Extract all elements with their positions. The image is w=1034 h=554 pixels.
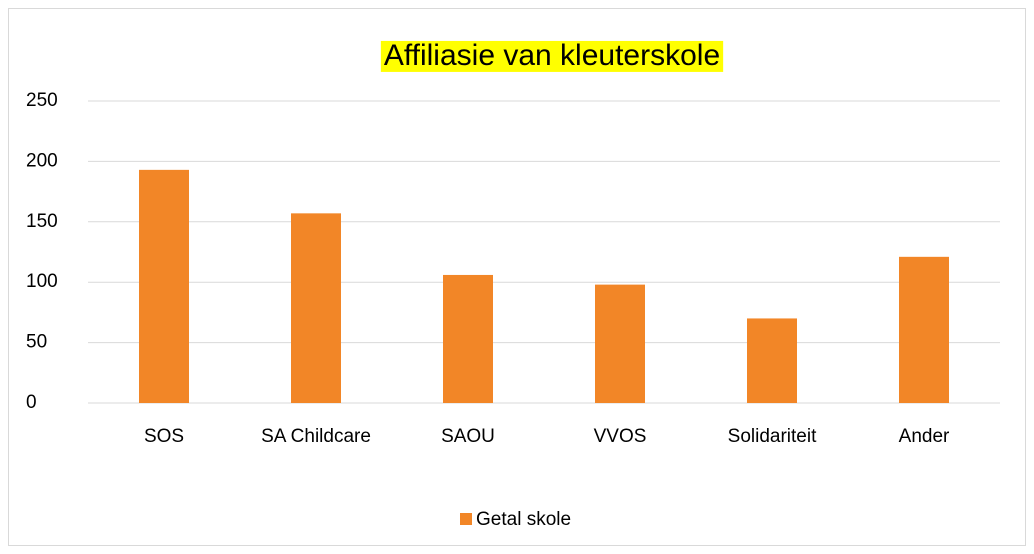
x-tick-label: SAOU: [441, 426, 495, 447]
bar: [139, 169, 189, 403]
chart-title: Affiliasie van kleuterskole: [384, 39, 720, 72]
x-tick-label: VVOS: [594, 426, 647, 447]
x-tick-label: Solidariteit: [728, 426, 817, 447]
legend-swatch: [460, 513, 472, 525]
bar: [443, 274, 493, 403]
y-tick-label: 100: [26, 271, 58, 292]
bar: [291, 213, 341, 403]
y-tick-label: 150: [26, 211, 58, 232]
x-tick-label: SA Childcare: [261, 426, 371, 447]
x-tick-label: SOS: [144, 426, 184, 447]
legend-label: Getal skole: [476, 509, 571, 530]
y-tick-label: 250: [26, 90, 58, 111]
bar: [595, 284, 645, 403]
y-tick-label: 0: [26, 392, 37, 413]
title-highlight: [380, 40, 724, 72]
y-tick-label: 200: [26, 150, 58, 171]
x-tick-label: Ander: [899, 426, 950, 447]
bar: [899, 256, 949, 403]
y-tick-label: 50: [26, 332, 47, 353]
bar: [747, 318, 797, 403]
